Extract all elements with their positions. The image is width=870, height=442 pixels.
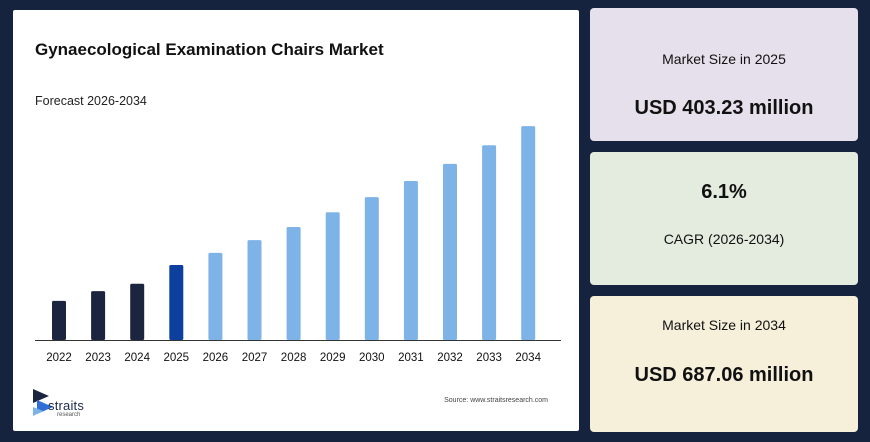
market-size-2034-value: USD 687.06 million xyxy=(634,364,814,386)
bar-chart: 2022 2023 2024 2025 2026 2027 2028 2029 2030 2031… xyxy=(35,126,561,364)
chart-title: Gynaecological Examination Chairs Market xyxy=(35,40,384,59)
market-size-2025-label: Market Size in 2025 xyxy=(662,51,786,67)
bar-2028 xyxy=(286,226,301,340)
x-tick-label-2028: 2028 xyxy=(281,352,307,364)
market-size-2034-label: Market Size in 2034 xyxy=(662,317,786,333)
x-tick-label-2025: 2025 xyxy=(164,352,190,364)
x-tick-label-2026: 2026 xyxy=(203,352,229,364)
bar-2022 xyxy=(52,300,66,340)
market-size-2034-card: Market Size in 2034 USD 687.06 million xyxy=(590,296,858,432)
bar-2023 xyxy=(91,291,106,340)
x-tick-label-2022: 2022 xyxy=(46,352,72,364)
market-size-2025-card: Market Size in 2025 USD 403.23 million xyxy=(590,8,858,141)
x-tick-label-2024: 2024 xyxy=(124,352,150,364)
logo-subtext: research xyxy=(57,412,81,418)
x-tick-label-2031: 2031 xyxy=(398,352,424,364)
bar-2034 xyxy=(521,126,536,341)
x-tick-label-2033: 2033 xyxy=(476,352,502,364)
cagr-card: 6.1% CAGR (2026-2034) xyxy=(590,152,858,285)
bar-2031 xyxy=(403,180,418,340)
cagr-value: 6.1% xyxy=(701,181,747,203)
x-tick-label-2027: 2027 xyxy=(242,352,268,364)
cagr-label: CAGR (2026-2034) xyxy=(663,231,785,247)
source-note: Source: www.straitsresearch.com xyxy=(444,397,548,404)
bar-2026 xyxy=(208,252,223,340)
x-tick-label-2030: 2030 xyxy=(359,352,385,364)
straits-logo-icon xyxy=(33,389,53,416)
bar-2033 xyxy=(482,145,497,340)
bar-2029 xyxy=(325,212,340,340)
bar-2027 xyxy=(247,240,262,340)
logo-wordmark: straits xyxy=(48,398,85,413)
bar-2024 xyxy=(130,283,145,340)
bar-2032 xyxy=(443,163,457,340)
bar-2025 xyxy=(169,265,184,340)
x-tick-label-2023: 2023 xyxy=(85,352,111,364)
market-size-2025-value: USD 403.23 million xyxy=(634,97,814,119)
x-tick-label-2032: 2032 xyxy=(437,352,463,364)
chart-panel: Gynaecological Examination Chairs Market… xyxy=(13,10,579,431)
x-tick-label-2029: 2029 xyxy=(320,352,346,364)
chart-subtitle: Forecast 2026-2034 xyxy=(35,94,147,108)
bar-2030 xyxy=(364,197,379,340)
x-tick-label-2034: 2034 xyxy=(515,352,541,364)
